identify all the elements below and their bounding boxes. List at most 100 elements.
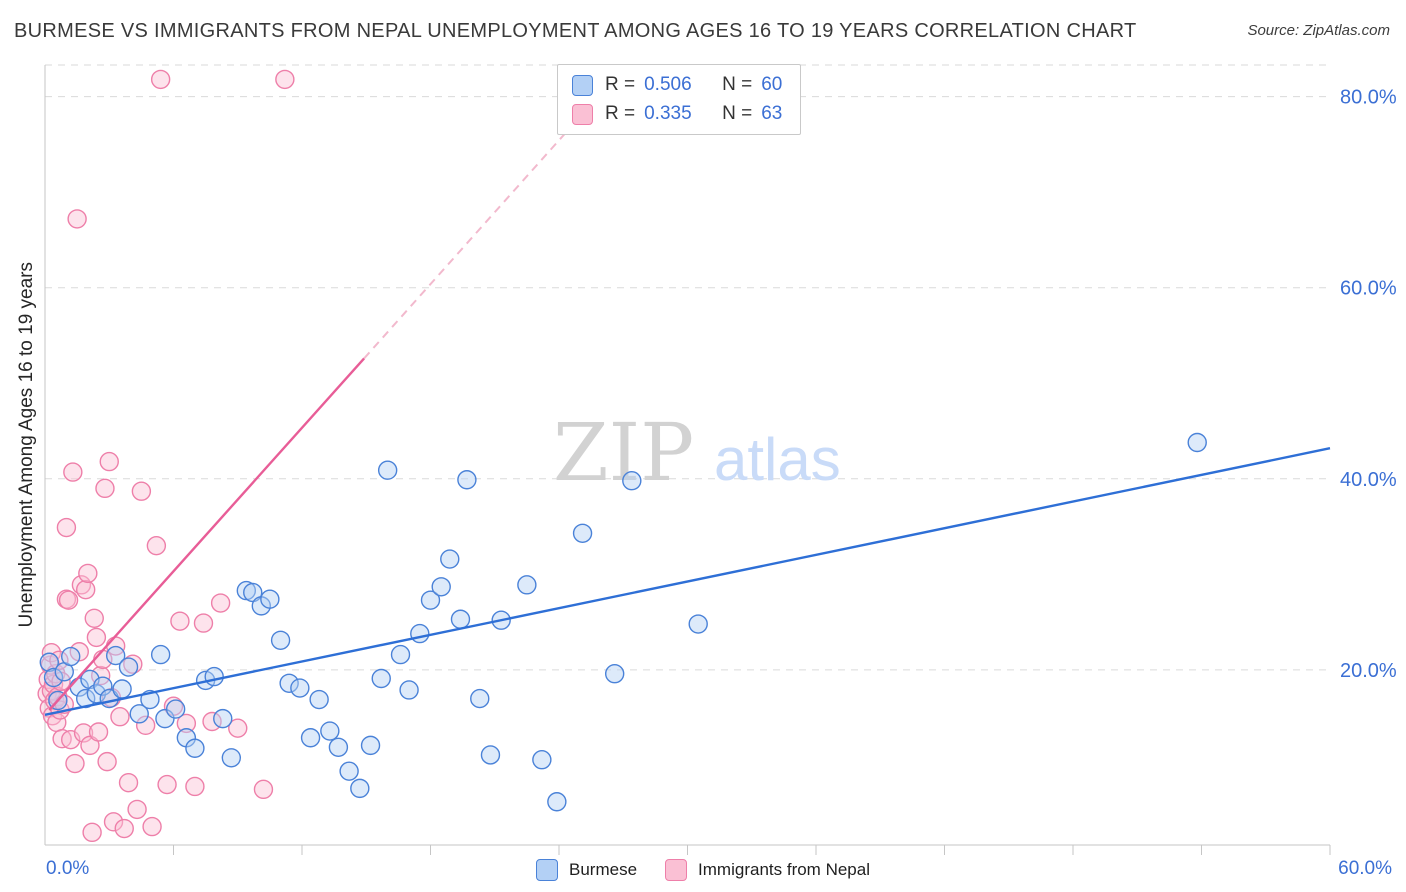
data-point-burmese: [532, 750, 552, 770]
data-point-burmese: [300, 728, 321, 748]
data-point-burmese: [309, 689, 329, 710]
data-point-nepal: [75, 579, 96, 600]
data-point-nepal: [253, 779, 274, 800]
data-point-nepal: [95, 478, 115, 499]
legend-row-nepal: R = 0.335 N = 63: [572, 103, 782, 125]
data-point-nepal: [88, 722, 109, 742]
data-point-nepal: [176, 713, 197, 734]
source-attribution: Source: ZipAtlas.com: [1247, 22, 1390, 39]
data-point-burmese: [279, 673, 299, 693]
trendline-nepal: [48, 357, 366, 711]
data-point-nepal: [82, 822, 102, 843]
legend-item-burmese: Burmese: [536, 859, 637, 881]
legend-item-nepal: Immigrants from Nepal: [665, 859, 870, 881]
data-point-nepal: [78, 563, 98, 584]
series-legend: Burmese Immigrants from Nepal: [0, 859, 1406, 881]
data-point-burmese: [290, 678, 310, 698]
x-axis-max-label: 60.0%: [1338, 858, 1392, 879]
data-point-nepal: [97, 751, 117, 772]
data-point-nepal: [131, 481, 152, 501]
r-value-nepal: 0.335: [644, 103, 692, 124]
data-point-burmese: [350, 778, 370, 799]
data-point-burmese: [221, 748, 242, 768]
data-point-burmese: [112, 679, 132, 699]
data-point-burmese: [339, 761, 359, 781]
data-point-nepal: [84, 608, 104, 629]
data-point-burmese: [150, 644, 171, 665]
n-label: N =: [722, 103, 753, 124]
correlation-legend-box: R = 0.506 N = 60 R = 0.335 N = 63: [557, 64, 802, 135]
data-point-burmese: [572, 523, 593, 543]
data-point-burmese: [60, 646, 81, 667]
data-point-burmese: [480, 745, 501, 765]
data-point-nepal: [73, 723, 94, 743]
data-point-burmese: [118, 657, 139, 677]
data-point-nepal: [65, 753, 85, 774]
data-point-burmese: [431, 577, 451, 597]
watermark-atlas: atlas: [714, 426, 841, 493]
burmese-swatch: [572, 74, 593, 96]
data-point-burmese: [399, 680, 419, 700]
x-axis-min-label: 0.0%: [46, 858, 90, 879]
y-tick-label: 20.0%: [1340, 660, 1397, 682]
nepal-swatch: [665, 859, 688, 881]
data-point-burmese: [39, 652, 59, 672]
data-point-burmese: [420, 590, 441, 610]
data-point-burmese: [185, 738, 205, 758]
data-point-burmese: [320, 721, 340, 741]
data-point-burmese: [688, 614, 708, 634]
data-point-nepal: [275, 69, 295, 90]
data-point-nepal: [49, 650, 69, 671]
burmese-swatch: [536, 859, 559, 881]
data-point-nepal: [185, 776, 205, 797]
data-point-nepal: [118, 772, 139, 793]
data-point-burmese: [328, 737, 349, 757]
data-point-nepal: [86, 627, 107, 648]
n-value-burmese: 60: [761, 74, 783, 95]
data-point-burmese: [213, 708, 233, 729]
data-point-nepal: [150, 69, 171, 90]
data-point-burmese: [1187, 432, 1207, 453]
r-value-burmese: 0.506: [644, 74, 692, 95]
data-point-burmese: [390, 644, 411, 665]
data-point-nepal: [142, 816, 162, 837]
data-point-nepal: [127, 799, 147, 820]
chart-title: BURMESE VS IMMIGRANTS FROM NEPAL UNEMPLO…: [14, 20, 1137, 42]
data-point-nepal: [58, 590, 79, 610]
data-point-nepal: [103, 812, 124, 832]
data-point-burmese: [165, 699, 186, 719]
data-point-burmese: [604, 664, 625, 684]
data-point-burmese: [440, 549, 460, 569]
data-point-burmese: [93, 676, 113, 696]
data-point-burmese: [105, 645, 126, 666]
data-point-nepal: [193, 613, 214, 633]
y-tick-label: 60.0%: [1340, 278, 1397, 300]
y-tick-label: 80.0%: [1340, 87, 1397, 109]
n-label: N =: [722, 74, 753, 95]
data-point-nepal: [157, 774, 177, 795]
legend-label-nepal: Immigrants from Nepal: [698, 860, 870, 879]
data-point-burmese: [129, 704, 149, 724]
data-point-nepal: [146, 535, 167, 556]
data-point-nepal: [56, 517, 77, 538]
data-point-nepal: [99, 451, 119, 472]
data-point-burmese: [470, 688, 490, 709]
data-point-nepal: [63, 462, 83, 482]
data-point-burmese: [622, 471, 642, 491]
data-point-burmese: [43, 667, 64, 688]
trendline-burmese: [44, 447, 1331, 716]
data-point-nepal: [135, 715, 156, 736]
n-value-nepal: 63: [761, 103, 783, 124]
data-point-burmese: [260, 589, 280, 609]
data-point-burmese: [377, 460, 398, 480]
data-point-nepal: [67, 209, 87, 229]
legend-row-burmese: R = 0.506 N = 60: [572, 74, 782, 96]
nepal-swatch: [572, 103, 593, 125]
data-point-burmese: [371, 668, 391, 689]
r-label: R =: [605, 74, 636, 95]
legend-label-burmese: Burmese: [569, 860, 638, 879]
data-point-burmese: [360, 735, 381, 756]
data-point-burmese: [450, 609, 471, 629]
